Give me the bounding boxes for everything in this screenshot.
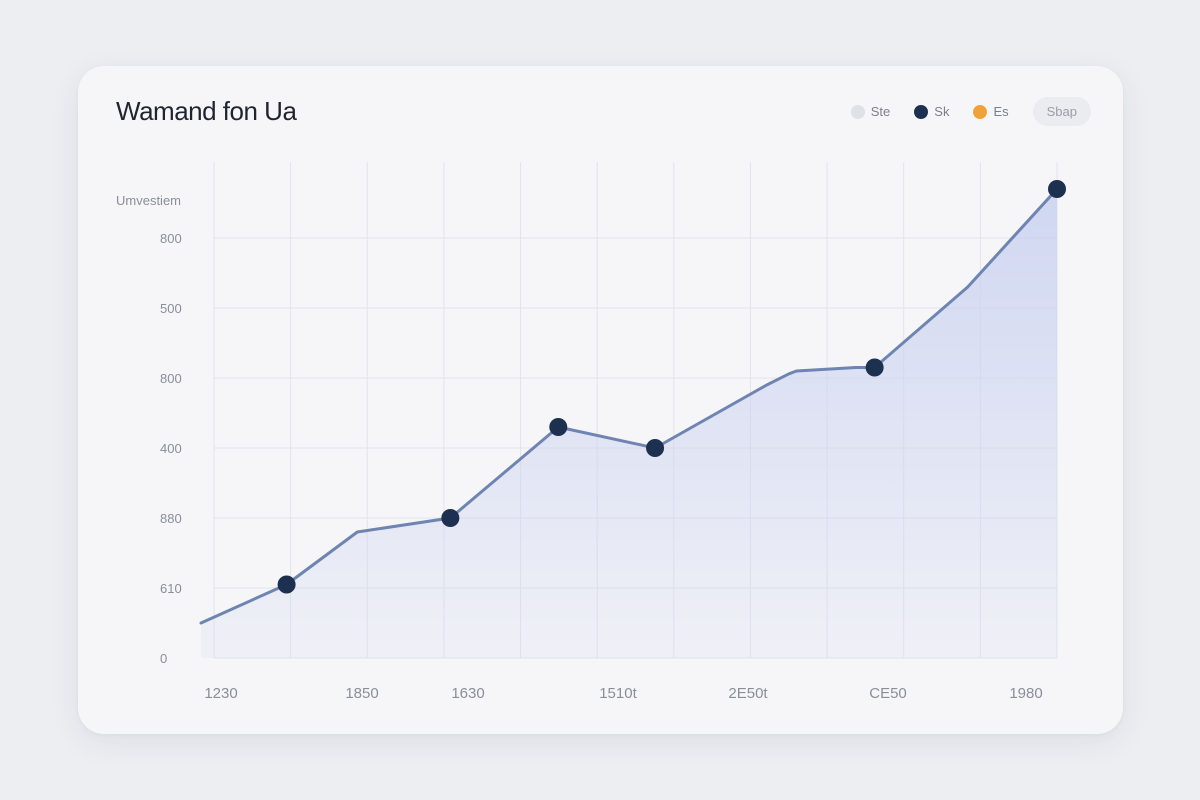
data-point[interactable]	[441, 509, 460, 527]
chart-card: Wamand fon Ua Ste Sk Es Sbap Umvestiem	[78, 66, 1123, 734]
y-axis-label: Umvestiem	[116, 193, 181, 208]
x-tick-label: CE50	[869, 685, 907, 702]
legend-toggle-button[interactable]: Sbap	[1032, 97, 1091, 126]
x-tick-label: 1980	[1009, 685, 1042, 702]
y-tick-label: 610	[160, 581, 182, 596]
legend-label-sk: Sk	[934, 104, 950, 119]
x-tick-label: 1510t	[599, 685, 637, 702]
y-tick-label: 880	[160, 511, 182, 526]
legend: Ste Sk Es Sbap	[850, 97, 1091, 126]
x-tick-label: 1850	[345, 685, 378, 702]
legend-item-es[interactable]: Es	[973, 104, 1009, 119]
legend-swatch-es	[973, 104, 988, 119]
chart-title: Wamand fon Ua	[116, 96, 297, 126]
data-point[interactable]	[646, 439, 665, 457]
x-tick-label: 1230	[204, 685, 237, 702]
y-tick-label: 0	[160, 651, 167, 666]
legend-label-ste: Ste	[870, 104, 891, 119]
data-point[interactable]	[865, 358, 884, 377]
marker-layer	[277, 180, 1066, 594]
y-tick-label: 800	[160, 371, 182, 386]
area-layer	[201, 189, 1057, 658]
y-tick-label: 400	[160, 441, 182, 456]
legend-item-sk[interactable]: Sk	[914, 104, 949, 119]
data-point[interactable]	[1048, 180, 1066, 198]
legend-swatch-sk	[914, 104, 929, 119]
legend-swatch-ste	[850, 104, 865, 119]
y-tick-label: 800	[160, 231, 182, 246]
legend-label-es: Es	[993, 104, 1009, 119]
axis-labels: Umvestiem 0 610 880 400 800 500 800 1230 1850 163…	[116, 193, 1043, 702]
x-tick-label: 2E50t	[728, 685, 768, 702]
y-tick-label: 500	[160, 301, 182, 316]
data-point[interactable]	[549, 418, 568, 436]
data-point[interactable]	[277, 575, 296, 594]
series-area	[201, 189, 1057, 658]
chart-plot: Umvestiem 0 610 880 400 800 500 800 1230 1850 163…	[116, 162, 1066, 702]
legend-item-ste[interactable]: Ste	[850, 104, 891, 119]
x-tick-label: 1630	[451, 685, 484, 702]
